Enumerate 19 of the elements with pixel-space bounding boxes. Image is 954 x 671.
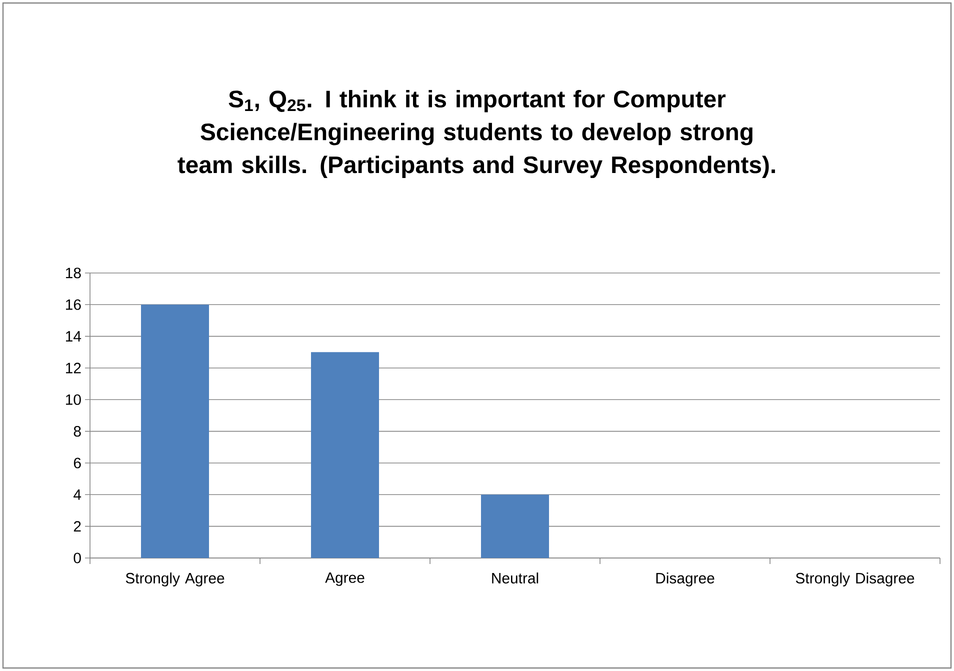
y-tick-label: 0 (74, 552, 81, 564)
bar (311, 352, 380, 558)
x-tick-label: Neutral (492, 572, 538, 584)
chart-title: S$_{1}$, Q$_{25}$. I think it is important for Computer Science/Engineering students to develop strong team skills. (Participants and Survey Respondents). (178, 90, 775, 178)
y-tick-label: 14 (66, 331, 82, 342)
x-tick-label: Strongly Disagree (796, 572, 914, 586)
x-tick-label: Strongly Agree (126, 572, 224, 586)
y-tick-label: 16 (66, 299, 81, 310)
y-tick-label: 12 (66, 362, 81, 374)
y-tick-label: 4 (74, 490, 82, 500)
y-tick-label: 8 (74, 426, 81, 437)
y-tick-label: 2 (74, 521, 81, 532)
y-tick-label: 10 (66, 394, 81, 405)
x-tick-label: Disagree (656, 572, 714, 586)
x-tick-label: Agree (325, 572, 364, 586)
y-tick-label: 18 (66, 268, 81, 278)
bar (481, 494, 550, 558)
y-tick-label: 6 (74, 458, 81, 468)
bar (141, 304, 210, 558)
